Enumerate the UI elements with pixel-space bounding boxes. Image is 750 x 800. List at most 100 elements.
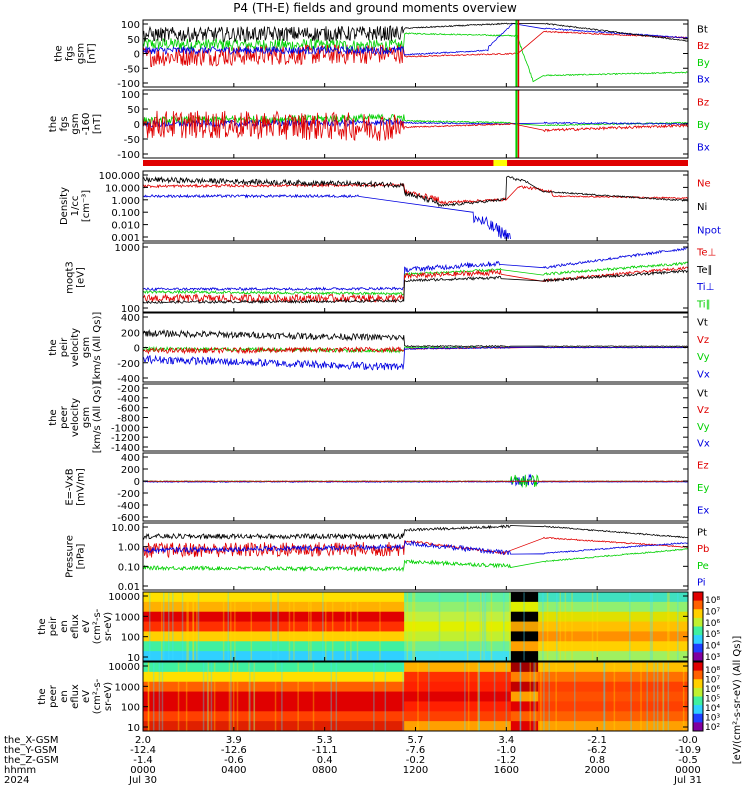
heat-streak <box>478 662 480 731</box>
heat-streak <box>192 592 195 661</box>
heat-cell <box>538 601 689 613</box>
ylabel-density: Density1/cc[cm⁻³] <box>59 187 92 225</box>
ytick-label: 50 <box>127 35 140 46</box>
series-red <box>143 480 689 482</box>
heat-streak <box>466 592 469 661</box>
ytick-label: -200 <box>117 384 140 395</box>
heat-cell <box>143 691 405 702</box>
heat-streak <box>656 662 659 731</box>
panel-fgs-gsm-filtered: thefgsgsm-160[nT] 100 50 0 -50 -100 Bz By Bx <box>48 89 710 161</box>
heat-streak <box>181 592 184 661</box>
heat-streak <box>335 662 338 731</box>
ytick-label: -200 <box>117 359 140 370</box>
ylabel-line: fgs <box>65 46 76 61</box>
legend-Vt: Vt <box>697 388 708 399</box>
axis-value: -6.2 <box>587 745 607 756</box>
ytick-label: -800 <box>117 414 140 425</box>
heat-streak <box>503 592 505 661</box>
series-black <box>142 269 689 305</box>
series-blue <box>142 246 689 292</box>
axis-year: 2024 <box>4 775 29 786</box>
ylabel-line: [mV/m] <box>76 468 87 506</box>
heat-streak <box>529 662 532 731</box>
heat-streak <box>236 662 239 731</box>
heat-cell <box>510 701 539 712</box>
heat-cell <box>143 662 405 673</box>
heat-cell <box>143 711 405 722</box>
panel-peir-velocity: thepeirvelocitygsm[km/s (All Qs)] 400 200 0… <box>48 312 710 385</box>
panel-peir-eflux: thepeirenefluxeV(cm²-s-sr-eV)10⁸10⁷10⁶10… <box>37 591 720 664</box>
ylabel-line: the <box>37 688 48 704</box>
heat-streak <box>197 592 200 661</box>
heat-cell <box>143 681 405 693</box>
series-spike <box>515 90 518 158</box>
ylabel-temperature: moqt3[eV] <box>65 261 87 294</box>
heat-cell <box>404 621 512 632</box>
ylabel-peer-eflux: thepeerenefluxeV(cm²-s-sr-eV) <box>37 678 114 714</box>
colorbar-tick: 10⁴ <box>705 704 720 714</box>
heat-streak <box>662 662 665 731</box>
colorbar-cell <box>693 592 703 602</box>
legend-Vz: Vz <box>697 335 709 346</box>
colorbar-cell <box>693 696 703 706</box>
series-red <box>142 266 689 304</box>
heat-cell <box>143 601 405 613</box>
heat-cell <box>143 721 405 732</box>
ytick-label: 1000 <box>115 612 140 623</box>
heat-cell <box>404 711 512 722</box>
series-green <box>142 261 689 296</box>
heat-streak <box>253 662 255 731</box>
heat-streak <box>250 592 253 661</box>
ylabel-line: [nPa] <box>76 543 87 569</box>
heat-streak <box>417 662 419 731</box>
legend-Ti⊥: Ti⊥ <box>696 282 714 293</box>
heat-streak <box>559 592 562 661</box>
heat-streak <box>253 662 256 731</box>
ylabel-line: [nT] <box>92 114 103 134</box>
ylabel-line: gsm <box>81 407 92 428</box>
heat-cell <box>510 641 539 652</box>
heat-streak <box>556 592 558 661</box>
heat-streak <box>222 592 225 661</box>
heat-streak <box>331 592 334 661</box>
heat-cell <box>404 631 512 642</box>
ylabel-line: moqt3 <box>65 261 76 294</box>
ylabel-line: the <box>48 409 59 425</box>
heat-streak <box>603 662 606 731</box>
ytick-label: 10 <box>127 723 140 734</box>
axis-date-end: Jul 31 <box>673 775 702 786</box>
heat-streak <box>533 662 535 731</box>
heat-cell <box>538 681 689 693</box>
ylabel-line: en <box>59 690 70 703</box>
heat-cell <box>404 691 512 702</box>
panel-peer-velocity: thepeervelocitygsm[km/s (All Qs)] -200-40… <box>48 382 710 454</box>
ylabel-line: [eV] <box>76 267 87 288</box>
ytick-label: 50 <box>127 105 140 116</box>
series-red <box>142 110 689 142</box>
ytick-label: 0.10 <box>118 562 140 573</box>
legend-Ex: Ex <box>697 506 709 517</box>
legend-Te⊥: Te⊥ <box>696 248 716 259</box>
legend-Vy: Vy <box>697 422 710 433</box>
legend-Bx: Bx <box>697 75 710 86</box>
heat-streak <box>483 592 485 661</box>
ylabel-line: Pressure <box>65 535 76 578</box>
ytick-label: 0 <box>134 477 140 488</box>
heat-cell <box>404 641 512 652</box>
colorbar-cell <box>693 626 703 636</box>
series-blue <box>142 193 511 240</box>
axis-value: -10.9 <box>675 745 701 756</box>
heat-streak <box>232 662 235 731</box>
ytick-label: -1200 <box>111 433 140 444</box>
axis-value: 0.8 <box>589 755 605 766</box>
heat-streak <box>373 662 375 731</box>
heat-cell <box>538 621 689 632</box>
heat-streak <box>478 662 480 731</box>
heat-streak <box>479 592 482 661</box>
ytick-label: -100 <box>117 79 140 90</box>
heat-streak <box>186 592 188 661</box>
legend-Pi: Pi <box>697 578 706 589</box>
heat-streak <box>270 592 272 661</box>
heat-streak <box>227 592 230 661</box>
